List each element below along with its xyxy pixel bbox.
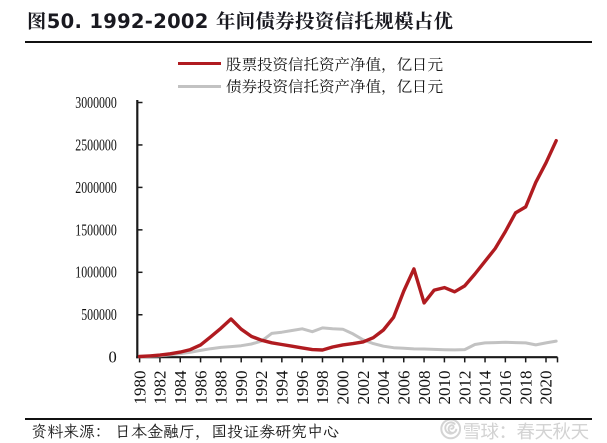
y-tick-label: 2500000: [75, 135, 117, 154]
bottom-rule: [25, 417, 592, 420]
x-tick-label: 2006: [394, 371, 413, 405]
x-tick-label: 1998: [313, 371, 332, 405]
x-tick-label: 1982: [151, 371, 170, 405]
legend-label-stock: 股票投资信托资产净值，亿日元: [226, 52, 444, 75]
x-tick-label: 2016: [496, 371, 515, 405]
y-tick-label: 1500000: [75, 220, 117, 239]
x-tick-label: 1980: [130, 371, 149, 405]
legend-item-bond: 债券投资信托资产净值，亿日元: [178, 77, 443, 96]
y-tick-label: 2000000: [75, 178, 117, 197]
x-tick-label: 2012: [455, 371, 474, 405]
legend-item-stock: 股票投资信托资产净值，亿日元: [178, 52, 444, 75]
x-tick-label: 2008: [415, 371, 434, 405]
x-tick-label: 2002: [354, 371, 373, 405]
x-tick-label: 2020: [537, 371, 556, 405]
y-tick-label: 1000000: [75, 263, 117, 282]
x-tick-label: 1984: [171, 370, 190, 405]
x-tick-label: 2004: [374, 370, 393, 405]
figure-title: 图50. 1992-2002 年间债券投资信托规模占优: [27, 5, 454, 34]
x-tick-label: 1990: [232, 371, 251, 405]
stock-series-line: [137, 138, 558, 359]
x-tick-label: 2018: [516, 371, 535, 405]
x-tick-label: 1994: [273, 370, 292, 405]
bond-series-line: [138, 326, 558, 359]
x-tick-label: 2000: [334, 371, 353, 405]
x-tick-label: 1992: [252, 371, 271, 405]
x-tick-label: 1988: [212, 371, 231, 405]
watermark-text: 雪球：春天秋天: [462, 417, 590, 443]
y-tick-label: 0: [109, 348, 117, 367]
stock-series-line-sample: [178, 62, 221, 66]
legend-label-bond: 债券投资信托资产净值，亿日元: [226, 74, 444, 97]
bond-series-line-sample: [178, 84, 221, 88]
y-tick-label: 500000: [81, 305, 117, 324]
x-tick-label: 1996: [293, 371, 312, 405]
x-tick-label: 2010: [435, 371, 454, 405]
x-tick-label: 2014: [476, 370, 495, 405]
source-note: 资料来源： 日本金融厅，国投证券研究中心: [31, 420, 340, 442]
title-rule: [25, 40, 592, 43]
y-tick-label: 3000000: [75, 93, 117, 112]
x-tick-label: 1986: [191, 371, 210, 405]
